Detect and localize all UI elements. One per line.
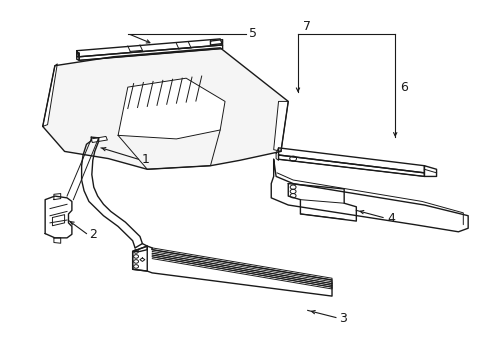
Text: 1: 1 [141, 153, 149, 166]
Polygon shape [273, 102, 287, 152]
Text: 6: 6 [399, 81, 407, 94]
Polygon shape [77, 52, 79, 57]
Polygon shape [287, 184, 356, 221]
Polygon shape [210, 40, 222, 45]
Polygon shape [42, 48, 287, 169]
Polygon shape [278, 155, 424, 176]
Polygon shape [45, 196, 72, 238]
Polygon shape [271, 159, 467, 232]
Polygon shape [424, 166, 436, 176]
Text: 3: 3 [339, 312, 346, 325]
Polygon shape [42, 64, 57, 126]
Polygon shape [54, 194, 61, 200]
Text: 7: 7 [302, 20, 310, 33]
Text: 5: 5 [249, 27, 257, 40]
Polygon shape [77, 52, 79, 60]
Polygon shape [276, 148, 278, 160]
Polygon shape [132, 246, 147, 271]
Polygon shape [77, 39, 222, 57]
Text: 2: 2 [89, 228, 97, 241]
Polygon shape [132, 246, 331, 296]
Polygon shape [54, 238, 61, 243]
Polygon shape [152, 248, 331, 280]
Polygon shape [91, 136, 107, 143]
Polygon shape [278, 148, 424, 173]
Polygon shape [52, 215, 64, 226]
Polygon shape [79, 45, 222, 60]
Text: 4: 4 [386, 212, 394, 225]
Polygon shape [118, 78, 224, 139]
